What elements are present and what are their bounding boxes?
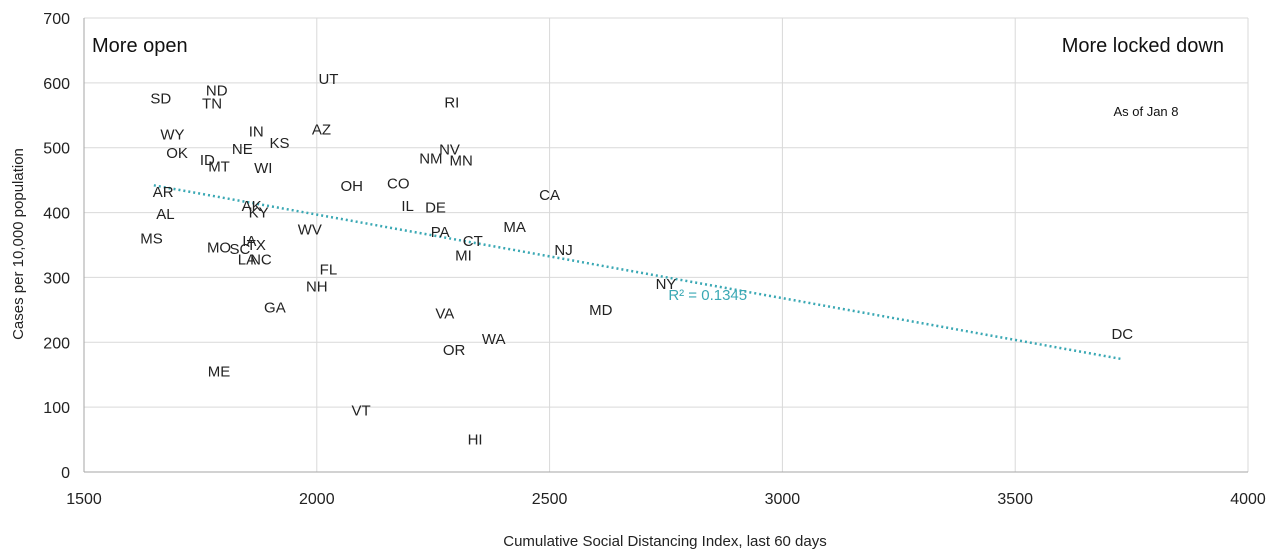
point-label-sd: SD [150, 90, 171, 107]
point-label-ny: NY [656, 276, 677, 293]
point-label-la: LA [238, 251, 256, 268]
point-label-ri: RI [444, 94, 459, 111]
x-tick-label: 1500 [66, 491, 102, 508]
point-label-ia: IA [242, 233, 256, 250]
point-label-ak: AK [242, 198, 262, 215]
y-axis-title: Cases per 10,000 population [10, 148, 27, 340]
trendline [153, 184, 1123, 361]
point-label-oh: OH [340, 178, 363, 195]
grid-lines [83, 17, 1249, 473]
point-label-mt: MT [208, 159, 230, 176]
point-label-in: IN [249, 124, 264, 141]
x-tick-label: 3500 [997, 491, 1033, 508]
y-tick-label: 0 [61, 465, 70, 482]
point-label-az: AZ [312, 122, 331, 139]
point-label-me: ME [208, 363, 231, 380]
point-label-nc: NC [250, 251, 272, 268]
r-squared-label: R² = 0.1345 [668, 287, 747, 304]
annotation-more-locked-down: More locked down [1062, 35, 1224, 57]
point-label-ct: CT [463, 233, 483, 250]
point-label-vt: VT [351, 402, 370, 419]
x-tick-label: 3000 [765, 491, 801, 508]
point-label-mi: MI [455, 247, 472, 264]
point-label-nj: NJ [554, 242, 572, 259]
point-label-il: IL [401, 198, 414, 215]
point-label-fl: FL [320, 262, 338, 279]
point-label-ne: NE [232, 141, 253, 158]
y-tick-label: 600 [43, 76, 70, 93]
point-label-hi: HI [468, 432, 483, 449]
point-label-ma: MA [503, 219, 526, 236]
point-label-tn: TN [202, 96, 222, 113]
point-label-ky: KY [249, 205, 269, 222]
point-label-dc: DC [1111, 326, 1133, 343]
point-label-wa: WA [482, 331, 506, 348]
point-label-wv: WV [298, 221, 322, 238]
point-label-sc: SC [230, 241, 251, 258]
point-label-nh: NH [306, 279, 328, 296]
point-label-ms: MS [140, 231, 163, 248]
x-axis-title: Cumulative Social Distancing Index, last… [503, 533, 827, 550]
point-label-nd: ND [206, 83, 228, 100]
point-label-id: ID [200, 152, 215, 169]
point-label-nv: NV [439, 142, 460, 159]
point-label-wi: WI [254, 160, 272, 177]
point-label-ok: OK [166, 145, 188, 162]
y-tick-label: 200 [43, 335, 70, 352]
x-tick-label: 4000 [1230, 491, 1266, 508]
point-label-md: MD [589, 302, 612, 319]
point-label-co: CO [387, 175, 410, 192]
point-label-al: AL [156, 206, 174, 223]
y-tick-label: 700 [43, 11, 70, 28]
tick-labels: 0 100 200 300 400 500 600 700 1500 2000 2500 3000 35… [43, 11, 1266, 508]
y-tick-label: 100 [43, 400, 70, 417]
point-label-tx: TX [247, 237, 266, 254]
y-tick-label: 500 [43, 141, 70, 158]
point-label-mo: MO [207, 240, 231, 257]
point-label-ut: UT [318, 71, 338, 88]
point-label-ga: GA [264, 299, 286, 316]
annotation-more-open: More open [92, 35, 188, 57]
x-tick-label: 2000 [299, 491, 335, 508]
y-tick-label: 300 [43, 270, 70, 287]
point-label-de: DE [425, 199, 446, 216]
point-label-nm: NM [419, 151, 442, 168]
point-label-ar: AR [153, 184, 174, 201]
point-label-pa: PA [431, 224, 450, 241]
x-tick-label: 2500 [532, 491, 568, 508]
point-label-or: OR [443, 342, 466, 359]
point-label-va: VA [435, 306, 454, 323]
point-label-ks: KS [270, 135, 290, 152]
annotation-date: As of Jan 8 [1113, 104, 1178, 119]
point-label-wy: WY [160, 127, 184, 144]
axes [83, 18, 1248, 473]
point-label-mn: MN [449, 153, 472, 170]
trendline-group: R² = 0.1345 [153, 184, 1123, 361]
y-tick-label: 400 [43, 206, 70, 223]
point-label-ca: CA [539, 187, 560, 204]
